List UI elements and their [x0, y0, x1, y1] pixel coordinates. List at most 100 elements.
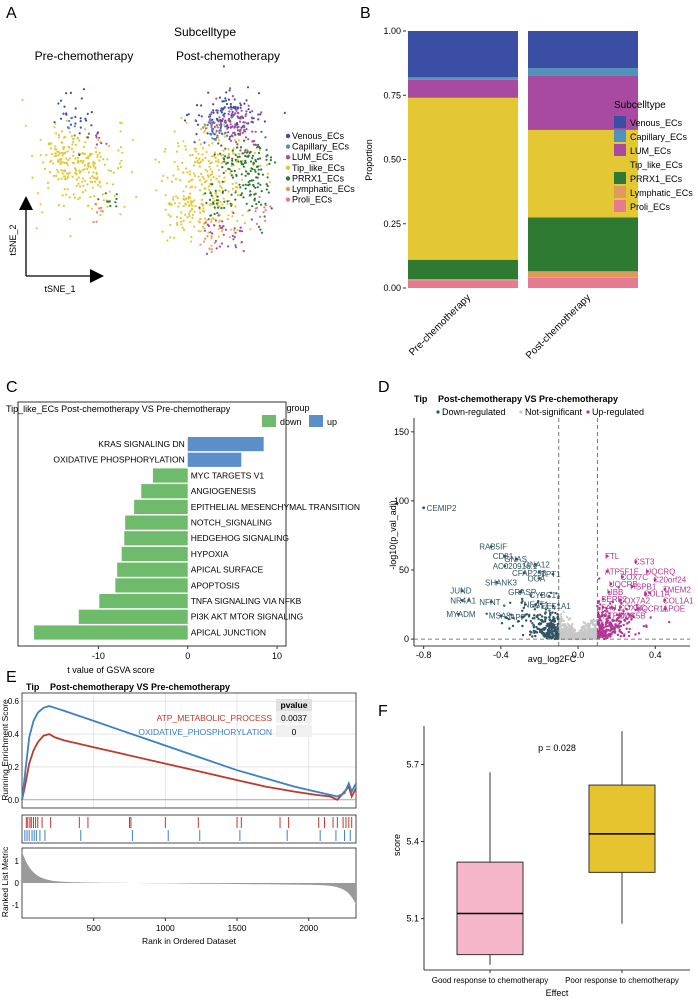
tsne-point-tip-like-ecs	[182, 190, 185, 193]
tsne-point-prrx1-ecs	[259, 147, 262, 150]
tsne-point-venous-ecs	[221, 108, 224, 111]
tsne-point-tip-like-ecs	[219, 201, 222, 204]
tsne-point-prrx1-ecs	[259, 183, 262, 186]
bar-venous-ecs-post-chemotherapy	[528, 31, 638, 69]
tsne-legend-key-tip-like-ecs	[285, 165, 291, 170]
volcano-point	[599, 603, 602, 606]
volcano-point-ftl	[605, 554, 609, 558]
tsne-point-prrx1-ecs	[242, 165, 245, 168]
tsne-point-prrx1-ecs	[216, 195, 219, 198]
tsne-point-tip-like-ecs	[94, 180, 97, 183]
volcano-point	[622, 623, 625, 627]
tsne-point-prrx1-ecs	[238, 155, 241, 158]
volcano-point	[551, 611, 554, 614]
tsne-point-tip-like-ecs	[193, 199, 196, 202]
tsne-point-tip-like-ecs	[82, 184, 85, 187]
volcano-gene-label: COX7A2	[619, 596, 651, 605]
tsne-point-lum-ecs	[237, 116, 240, 119]
tsne-point-prrx1-ecs	[216, 211, 219, 215]
tsne-point-tip-like-ecs	[184, 145, 187, 148]
volcano-point	[535, 625, 538, 629]
volcano-point	[563, 632, 566, 635]
gsva-bar-label: OXIDATIVE PHOSPHORYLATION	[53, 455, 184, 465]
tsne-point-tip-like-ecs	[189, 196, 192, 199]
tsne-point-tip-like-ecs	[66, 188, 69, 191]
tsne-point-venous-ecs	[245, 99, 248, 102]
tsne-point-tip-like-ecs	[66, 150, 69, 153]
gsea-x-tick-label: 1000	[156, 923, 175, 933]
tsne-point-tip-like-ecs	[213, 199, 216, 202]
volcano-point	[545, 635, 548, 638]
volcano-point	[649, 616, 652, 619]
tsne-point-tip-like-ecs	[174, 178, 178, 181]
volcano-legend-label-down-regulated: Down-regulated	[442, 407, 506, 417]
volcano-point-cfap298	[522, 571, 526, 575]
volcano-gene-label: APOE	[663, 605, 685, 614]
volcano-gene-label: FTL	[605, 552, 620, 561]
volcano-point	[532, 626, 536, 629]
volcano-point	[608, 616, 611, 620]
tsne-point-prrx1-ecs	[265, 188, 268, 191]
tsne-point-tip-like-ecs	[58, 136, 61, 139]
tsne-point-prrx1-ecs	[256, 186, 259, 189]
tsne-point-tip-like-ecs	[96, 184, 100, 187]
tsne-point-lum-ecs	[242, 124, 245, 127]
volcano-point	[522, 606, 525, 610]
tsne-point-tip-like-ecs	[69, 235, 72, 238]
tsne-point-tip-like-ecs	[230, 228, 233, 231]
tsne-point-tip-like-ecs	[70, 135, 73, 138]
tsne-point-tip-like-ecs	[91, 186, 94, 189]
tsne-point-tip-like-ecs	[77, 176, 80, 179]
gsva-legend-key-down	[262, 415, 276, 427]
volcano-point	[521, 609, 524, 612]
tsne-point-tip-like-ecs	[64, 177, 67, 181]
tsne-point-tip-like-ecs	[231, 215, 234, 218]
volcano-point	[585, 629, 589, 632]
tsne-point-tip-like-ecs	[61, 172, 64, 175]
tsne-point-tip-like-ecs	[170, 203, 173, 206]
tsne-point-venous-ecs	[224, 99, 227, 102]
volcano-point	[595, 623, 598, 627]
tsne-point-tip-like-ecs	[172, 174, 175, 177]
volcano-point	[588, 635, 591, 638]
tsne-point-tip-like-ecs	[119, 165, 122, 169]
panel-d-volcano: Tip Post-chemotherapy VS Pre-chemotherapy…	[388, 394, 694, 664]
tsne-point-tip-like-ecs	[222, 153, 225, 156]
tsne-point-tip-like-ecs	[201, 159, 204, 162]
tsne-point-tip-like-ecs	[47, 143, 50, 146]
tsne-point-lum-ecs	[207, 218, 210, 221]
tsne-point-venous-ecs	[90, 124, 93, 127]
tsne-point-prrx1-ecs	[247, 154, 250, 157]
volcano-point	[553, 627, 556, 631]
volcano-x-tick-label: -0.4	[493, 650, 509, 660]
tsne-point-proli-ecs	[96, 211, 99, 214]
tsne-point-prrx1-ecs	[245, 170, 248, 173]
tsne-point-lum-ecs	[204, 221, 207, 224]
tsne-point-lum-ecs	[223, 115, 226, 118]
volcano-point	[548, 609, 551, 612]
gsva-legend-label-up: up	[327, 417, 337, 427]
tsne-point-tip-like-ecs	[189, 210, 192, 213]
volcano-point	[569, 632, 572, 635]
volcano-gene-label: CFAP298	[512, 569, 547, 578]
tsne-point-tip-like-ecs	[60, 160, 63, 163]
volcano-point	[605, 634, 608, 637]
tsne-point-tip-like-ecs	[193, 174, 197, 177]
volcano-point	[645, 624, 648, 627]
tsne-point-venous-ecs	[246, 86, 250, 89]
tsne-point-capillary-ecs	[208, 113, 211, 116]
tsne-point-tip-like-ecs	[227, 190, 230, 193]
volcano-point-grasp	[518, 590, 522, 594]
tsne-point-tip-like-ecs	[194, 160, 197, 164]
volcano-point	[532, 605, 535, 608]
volcano-point	[557, 596, 560, 600]
tsne-legend-label-proli-ecs: Proli_ECs	[292, 195, 333, 205]
tsne-point-lum-ecs	[235, 141, 238, 144]
volcano-point	[581, 627, 584, 631]
tsne-point-tip-like-ecs	[196, 159, 199, 163]
tsne-point-prrx1-ecs	[266, 176, 269, 179]
tsne-point-venous-ecs	[233, 98, 236, 101]
bar-venous-ecs-pre-chemotherapy	[408, 31, 518, 78]
tsne-point-prrx1-ecs	[266, 184, 269, 188]
tsne-point-tip-like-ecs	[82, 159, 85, 163]
